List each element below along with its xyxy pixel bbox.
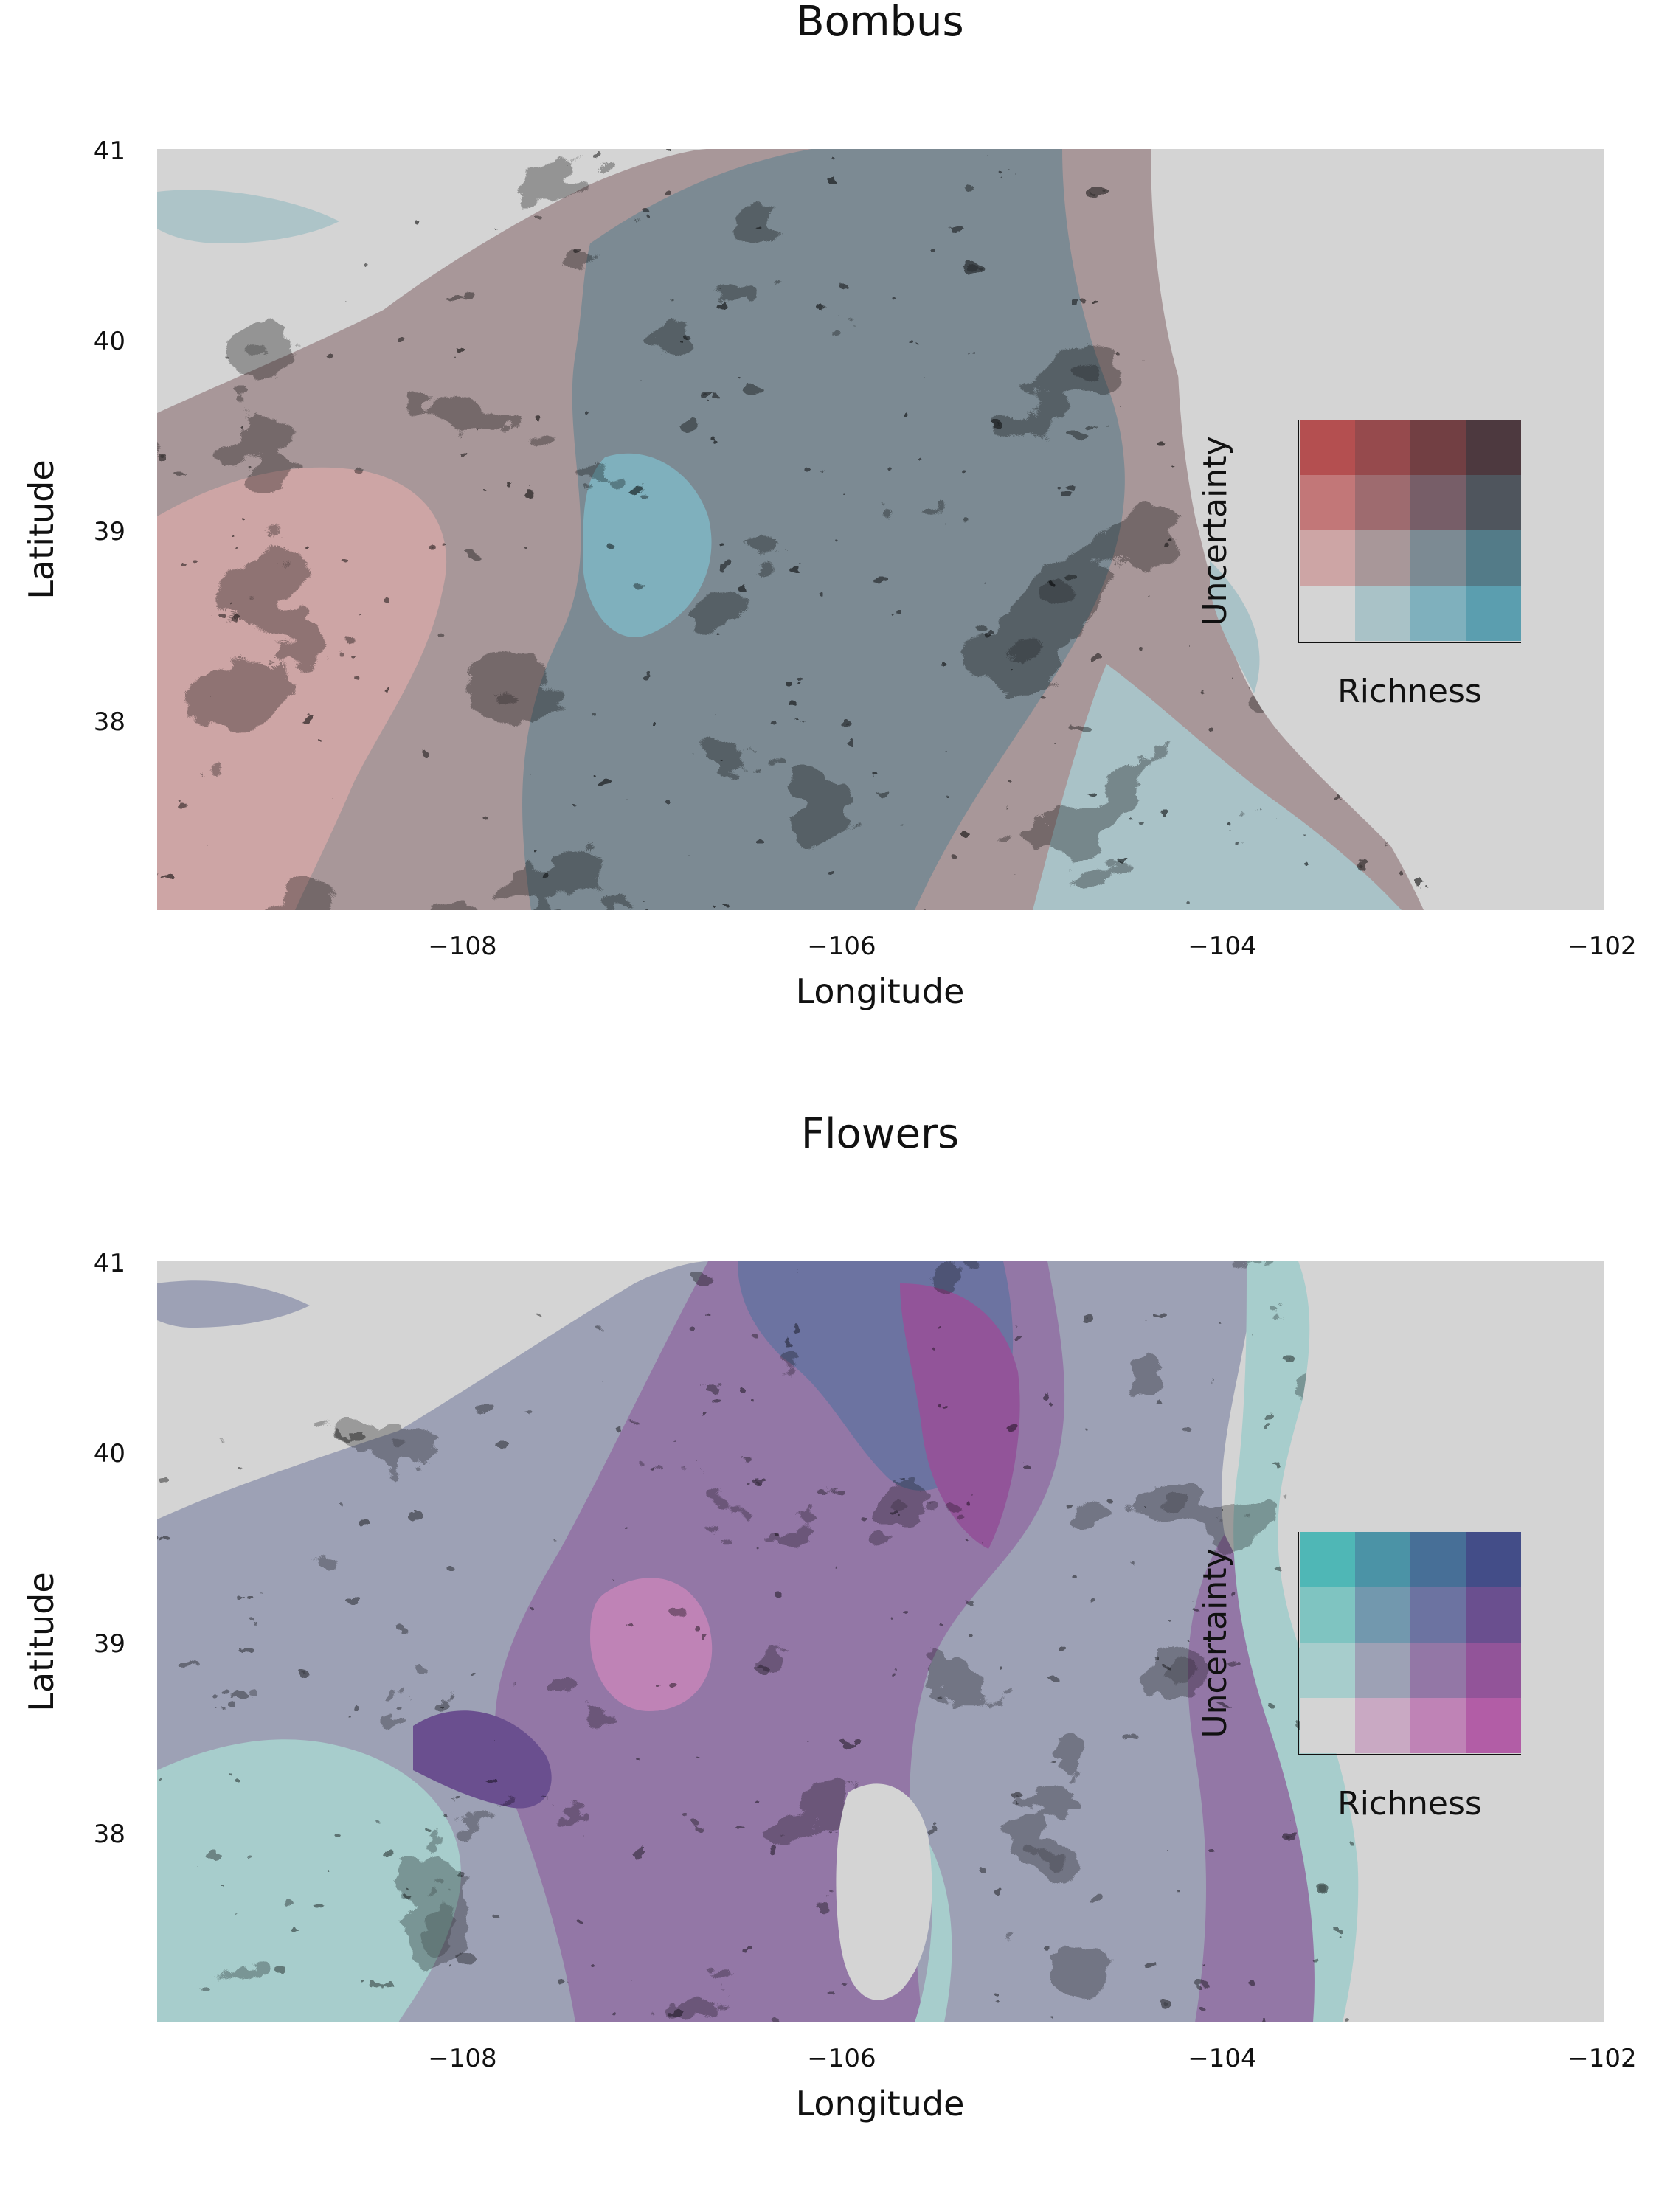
terrain-region-west: [157, 1280, 310, 1328]
legend-swatch: [1355, 586, 1410, 641]
y-tick-label: 40: [94, 1439, 125, 1469]
legend-swatch: [1466, 1532, 1521, 1587]
terrain-region-plains: [1210, 561, 1260, 693]
legend-swatch: [1300, 530, 1355, 586]
legend-swatch: [1300, 1587, 1355, 1643]
bivariate-legend: Uncertainty Richness: [1196, 420, 1521, 710]
panel-flowers: Flowers 41 40 39: [21, 1110, 1637, 2123]
legend-swatch: [1466, 586, 1521, 641]
legend-swatch: [1410, 1643, 1466, 1698]
x-axis-label: Longitude: [796, 971, 965, 1011]
y-tick-label: 38: [94, 1820, 125, 1849]
x-tick-label: −108: [428, 932, 496, 961]
legend-swatch: [1300, 420, 1355, 475]
legend-swatch: [1410, 475, 1466, 530]
legend-x-label: Richness: [1337, 673, 1482, 710]
x-tick-label: −104: [1188, 932, 1256, 961]
y-tick-label: 41: [94, 136, 125, 166]
x-tick-label: −106: [807, 2044, 876, 2073]
x-axis: −108 −106 −104 −102 Longitude: [428, 932, 1636, 1011]
legend-swatch: [1355, 1698, 1410, 1753]
x-tick-label: −102: [1568, 932, 1636, 961]
y-axis-label: Latitude: [21, 1572, 61, 1711]
legend-swatch: [1300, 586, 1355, 641]
legend-y-label: Uncertainty: [1196, 1548, 1234, 1738]
panel-title: Bombus: [796, 0, 963, 46]
legend-swatch: [1466, 1643, 1521, 1698]
legend-swatch: [1355, 530, 1410, 586]
legend-swatch: [1410, 530, 1466, 586]
legend-y-label: Uncertainty: [1196, 436, 1234, 625]
legend-grid: [1300, 1532, 1521, 1753]
x-tick-label: −106: [807, 932, 876, 961]
legend-swatch: [1300, 475, 1355, 530]
legend-swatch: [1410, 1532, 1466, 1587]
bivariate-legend: Uncertainty Richness: [1196, 1532, 1521, 1823]
legend-swatch: [1410, 586, 1466, 641]
legend-swatch: [1355, 475, 1410, 530]
y-axis-label: Latitude: [21, 460, 61, 599]
y-tick-label: 41: [94, 1249, 125, 1278]
panel-bombus: Bombus 41 40 39 38 Latitude: [21, 0, 1637, 1011]
x-tick-label: −104: [1188, 2044, 1256, 2073]
y-tick-label: 40: [94, 327, 125, 356]
terrain-region-west: [157, 190, 339, 243]
legend-x-label: Richness: [1337, 1785, 1482, 1823]
legend-swatch: [1300, 1698, 1355, 1753]
legend-swatch: [1355, 420, 1410, 475]
legend-swatch: [1466, 530, 1521, 586]
y-tick-label: 38: [94, 707, 125, 737]
panel-title: Flowers: [801, 1110, 959, 1158]
legend-swatch: [1355, 1532, 1410, 1587]
x-tick-label: −108: [428, 2044, 496, 2073]
legend-swatch: [1300, 1532, 1355, 1587]
y-tick-label: 39: [94, 1629, 125, 1659]
legend-swatch: [1410, 1698, 1466, 1753]
y-axis: 41 40 39 38 Latitude: [21, 1249, 125, 1849]
valley-region: [836, 1783, 932, 2000]
map-area: [157, 1261, 1604, 2022]
legend-swatch: [1300, 1643, 1355, 1698]
y-tick-label: 39: [94, 517, 125, 547]
legend-swatch: [1355, 1587, 1410, 1643]
legend-swatch: [1410, 420, 1466, 475]
legend-swatch: [1355, 1643, 1410, 1698]
x-axis-label: Longitude: [796, 2084, 965, 2123]
legend-swatch: [1466, 475, 1521, 530]
x-tick-label: −102: [1568, 2044, 1636, 2073]
legend-grid: [1300, 420, 1521, 641]
legend-swatch: [1466, 420, 1521, 475]
legend-swatch: [1466, 1587, 1521, 1643]
legend-swatch: [1410, 1587, 1466, 1643]
y-axis: 41 40 39 38 Latitude: [21, 136, 125, 737]
x-axis: −108 −106 −104 −102 Longitude: [428, 2044, 1636, 2123]
legend-swatch: [1466, 1698, 1521, 1753]
valley-region-edge: [915, 1844, 952, 2022]
